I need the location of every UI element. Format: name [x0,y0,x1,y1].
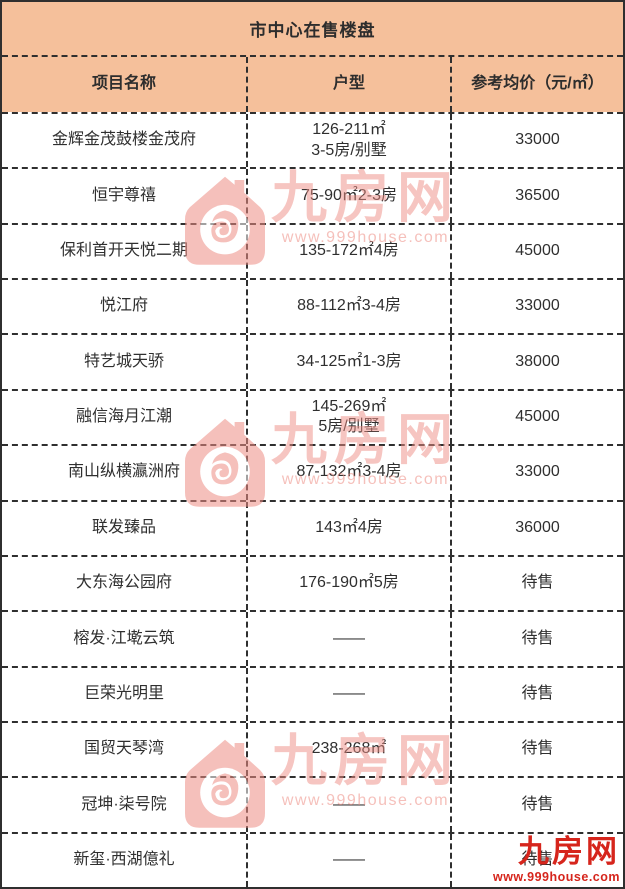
price-cell: 待售 [450,778,623,832]
table-row: 新玺·西湖億礼 —— 待售 [2,831,623,887]
project-name-cell: 恒宇尊禧 [91,186,156,204]
price-cell: 待售 [450,722,623,777]
unit-type-cell: 143㎡4房 [246,501,450,555]
price-cell: 45000 [450,390,623,445]
project-name-cell: 冠坤·柒号院 [81,795,167,813]
project-name-cell: 巨荣光明里 [83,684,164,702]
price-cell: 待售 [450,612,623,666]
price-cell: 45000 [450,224,623,279]
table-row: 金辉金茂鼓楼金茂府 126-211㎡ 3-5房/别墅 33000 [2,112,623,168]
price-cell: 待售 [450,833,623,887]
unit-type-cell: —— [246,612,450,666]
table-row: 保利首开天悦二期 135-172㎡4房 45000 [2,222,623,279]
unit-type-cell: 75-90㎡2-3房 [246,169,450,223]
project-name-cell: 新玺·西湖億礼 [73,850,175,868]
header-unit-type: 户型 [246,57,450,112]
price-cell: 33000 [450,280,623,334]
unit-type-cell: —— [246,833,450,887]
unit-type-cell: 88-112㎡3-4房 [246,280,450,334]
project-name-cell: 特艺城天骄 [83,352,164,370]
project-name-cell: 榕发·江墘云筑 [73,629,175,647]
project-name-cell: 融信海月江潮 [75,408,172,426]
table-row: 巨荣光明里 —— 待售 [2,665,623,721]
unit-type-cell: —— [246,778,450,832]
price-cell: 待售 [450,556,623,611]
project-name-cell: 联发臻品 [91,518,156,536]
price-cell: 33000 [450,446,623,500]
table-title: 市中心在售楼盘 [2,2,623,55]
table-row: 特艺城天骄 34-125㎡1-3房 38000 [2,333,623,389]
table-header-row: 项目名称 户型 参考均价（元/㎡） [2,55,623,112]
unit-type-cell: 145-269㎡ 5房/别墅 [246,390,450,445]
price-cell: 36000 [450,501,623,555]
table-row: 榕发·江墘云筑 —— 待售 [2,610,623,666]
project-name-cell: 国贸天琴湾 [83,740,164,758]
table-row: 联发臻品 143㎡4房 36000 [2,499,623,555]
unit-type-cell: 238-268㎡ [246,722,450,777]
project-name-cell: 保利首开天悦二期 [59,242,188,259]
unit-type-cell: 176-190㎡5房 [246,556,450,611]
table-row: 国贸天琴湾 238-268㎡ 待售 [2,720,623,777]
table-row: 融信海月江潮 145-269㎡ 5房/别墅 45000 [2,388,623,445]
price-cell: 33000 [450,114,623,168]
table-row: 南山纵横瀛洲府 87-132㎡3-4房 33000 [2,444,623,500]
header-project-name: 项目名称 [91,75,156,93]
unit-type-cell: 34-125㎡1-3房 [246,335,450,389]
project-name-cell: 悦江府 [99,297,148,315]
table-row: 大东海公园府 176-190㎡5房 待售 [2,554,623,611]
unit-type-cell: 126-211㎡ 3-5房/别墅 [246,114,450,168]
table-row: 恒宇尊禧 75-90㎡2-3房 36500 [2,167,623,223]
unit-type-cell: 135-172㎡4房 [246,224,450,279]
project-name-cell: 大东海公园府 [75,574,172,592]
price-cell: 待售 [450,667,623,721]
unit-type-cell: —— [246,667,450,721]
project-name-cell: 南山纵横瀛洲府 [67,463,180,481]
project-name-cell: 金辉金茂鼓楼金茂府 [51,131,196,149]
table-row: 悦江府 88-112㎡3-4房 33000 [2,278,623,334]
unit-type-cell: 87-132㎡3-4房 [246,446,450,500]
price-cell: 36500 [450,169,623,223]
table-row: 冠坤·柒号院 —— 待售 [2,776,623,832]
header-avg-price: 参考均价（元/㎡） [450,57,623,112]
price-cell: 38000 [450,335,623,389]
